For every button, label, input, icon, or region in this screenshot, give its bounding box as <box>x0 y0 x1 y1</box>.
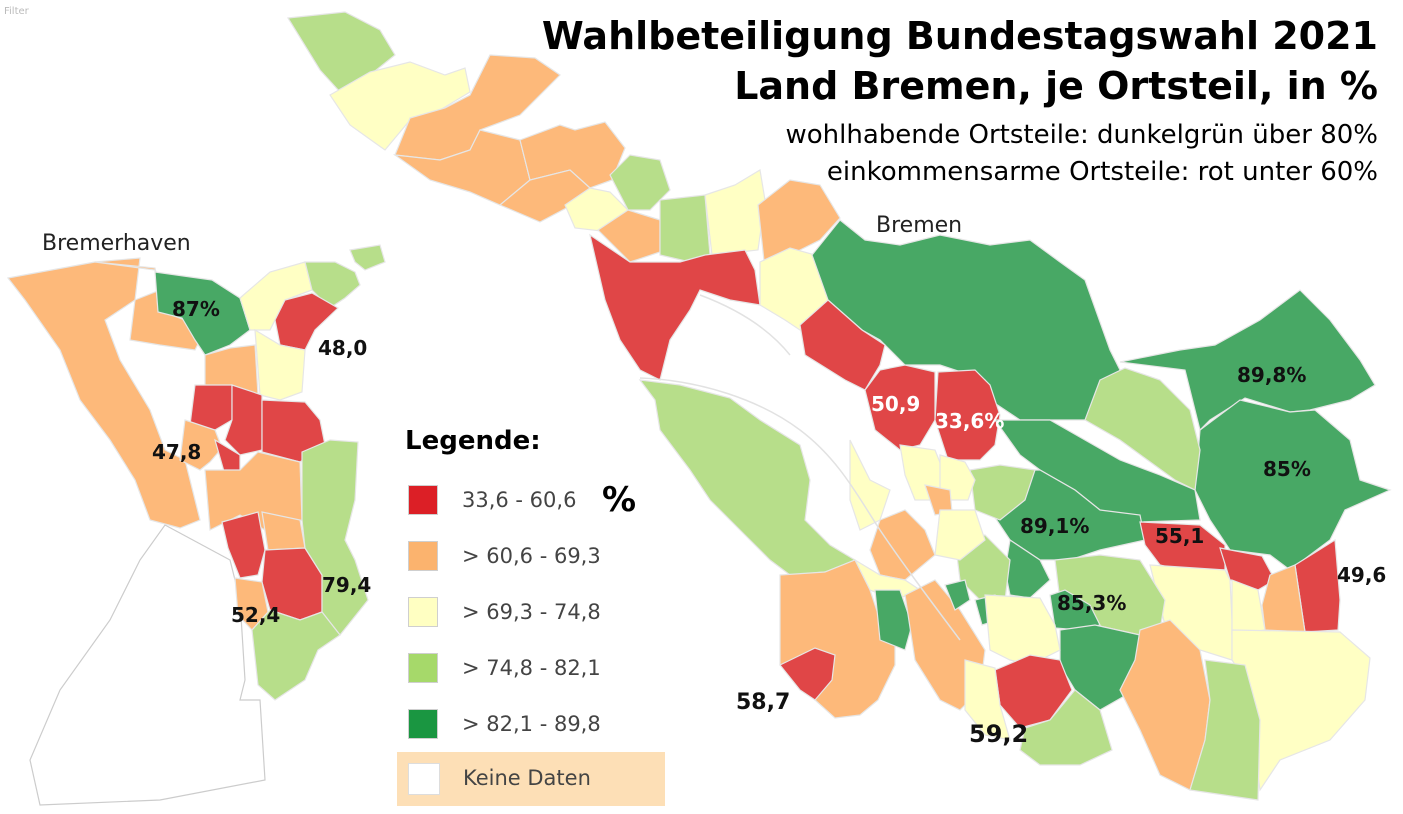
legend-label-2: > 60,6 - 69,3 <box>462 544 601 568</box>
legend-swatch-5 <box>408 709 438 739</box>
bremerhaven-districts <box>6 244 386 806</box>
district-hb-nw-yellow[interactable] <box>329 61 471 151</box>
value-label-hb-85: 85% <box>1263 457 1311 481</box>
value-label-hb-59-2: 59,2 <box>969 720 1029 748</box>
district-bhv-87[interactable] <box>154 271 251 356</box>
legend-swatch-3 <box>408 597 438 627</box>
legend-swatch-1 <box>408 485 438 515</box>
value-label-bhv-52-4: 52,4 <box>231 603 281 627</box>
district-bhv-port[interactable] <box>29 524 266 806</box>
legend-title: Legende: <box>405 426 541 456</box>
legend-item-1: 33,6 - 60,6 <box>408 483 576 517</box>
district-hb-red-east[interactable] <box>1219 547 1276 591</box>
value-label-bhv-79-4: 79,4 <box>322 573 372 597</box>
district-hb-yellow-neustadt[interactable] <box>934 509 986 561</box>
page-title: Wahlbeteiligung Bundestagswahl 2021 <box>541 14 1378 58</box>
district-bhv-north-yellow[interactable] <box>239 261 313 331</box>
legend-label-4: > 74,8 - 82,1 <box>462 656 601 680</box>
legend-swatch-2 <box>408 541 438 571</box>
legend-item-3: > 69,3 - 74,8 <box>408 595 601 629</box>
district-hb-green-west-large[interactable] <box>638 379 857 576</box>
legend-item-4: > 74,8 - 82,1 <box>408 651 601 685</box>
value-label-hb-89-1: 89,1% <box>1020 514 1090 538</box>
city-label-bremerhaven: Bremerhaven <box>42 231 191 256</box>
district-hb-green-light-ne[interactable] <box>1084 367 1201 491</box>
legend-label-1: 33,6 - 60,6 <box>462 488 577 512</box>
district-hb-green-mahndorf[interactable] <box>1189 659 1261 801</box>
filter-toolbar[interactable]: Filter <box>4 6 29 17</box>
district-bhv-west[interactable] <box>6 257 201 529</box>
bremen-districts <box>286 11 1392 801</box>
district-bhv-79-4[interactable] <box>301 439 369 636</box>
river-weser <box>639 294 961 641</box>
value-label-hb-49-6: 49,6 <box>1337 563 1387 587</box>
district-hb-58-7[interactable] <box>779 647 836 701</box>
district-bhv-47-8[interactable] <box>179 419 223 471</box>
district-hb-nw-green3[interactable] <box>659 194 711 263</box>
legend-swatch-no-data <box>408 763 440 795</box>
district-hb-green-sm1[interactable] <box>944 579 971 611</box>
district-hb-yellow-east2[interactable] <box>1231 579 1266 636</box>
district-hb-yellow-arsten[interactable] <box>964 659 1011 741</box>
value-label-bhv-87: 87% <box>172 297 220 321</box>
value-label-hb-85-3: 85,3% <box>1057 591 1127 615</box>
district-hb-nw-green[interactable] <box>286 11 396 93</box>
district-hb-green-habenhausen[interactable] <box>1019 689 1113 766</box>
page-title-line2: Land Bremen, je Ortsteil, in % <box>734 64 1378 108</box>
district-hb-green-neustadt-s[interactable] <box>874 589 913 651</box>
district-hb-33-6[interactable] <box>934 369 1001 461</box>
legend-item-2: > 60,6 - 69,3 <box>408 539 601 573</box>
value-label-bhv-47-8: 47,8 <box>152 440 202 464</box>
subtitle-wealthy: wohlhabende Ortsteile: dunkelgrün über 8… <box>785 120 1378 150</box>
district-hb-85[interactable] <box>1194 399 1392 571</box>
legend-unit: % <box>602 480 637 520</box>
value-label-hb-55-1: 55,1 <box>1155 524 1205 548</box>
district-hb-89-8[interactable] <box>1119 289 1376 432</box>
legend-swatch-4 <box>408 653 438 683</box>
value-label-hb-58-7: 58,7 <box>736 690 791 715</box>
district-bhv-red-south1[interactable] <box>221 511 266 579</box>
subtitle-low-income: einkommensarme Ortsteile: rot unter 60% <box>826 157 1378 187</box>
district-bhv-south-green[interactable] <box>251 609 341 701</box>
district-hb-yellow-west[interactable] <box>849 439 891 531</box>
legend-label-5: > 82,1 - 89,8 <box>462 712 601 736</box>
district-hb-orange-neustadt[interactable] <box>869 509 936 581</box>
district-hb-59-2[interactable] <box>994 654 1073 729</box>
district-hb-89-1[interactable] <box>989 469 1146 561</box>
district-bhv-48-0[interactable] <box>274 292 339 351</box>
district-hb-red-big[interactable] <box>589 233 761 381</box>
value-label-bhv-48-0: 48,0 <box>318 336 368 360</box>
legend-item-no-data: Keine Daten <box>397 752 665 806</box>
legend-label-3: > 69,3 - 74,8 <box>462 600 601 624</box>
district-bhv-north-green2[interactable] <box>349 244 386 271</box>
district-hb-red-walle[interactable] <box>799 299 886 391</box>
value-label-hb-50-9: 50,9 <box>871 392 921 416</box>
value-label-hb-89-8: 89,8% <box>1237 363 1307 387</box>
value-label-hb-33-6: 33,6% <box>935 409 1005 433</box>
district-hb-nw-yellow3[interactable] <box>704 169 766 256</box>
district-hb-yellow-kattenesch[interactable] <box>984 594 1061 666</box>
legend-item-5: > 82,1 - 89,8 <box>408 707 601 741</box>
district-bhv-red-1[interactable] <box>189 384 233 431</box>
city-label-bremen: Bremen <box>876 213 963 238</box>
legend-label-no-data: Keine Daten <box>463 766 591 790</box>
